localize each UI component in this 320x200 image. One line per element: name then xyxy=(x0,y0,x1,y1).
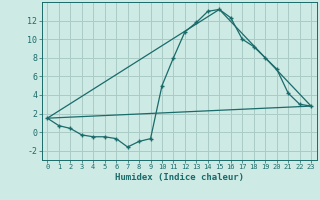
X-axis label: Humidex (Indice chaleur): Humidex (Indice chaleur) xyxy=(115,173,244,182)
